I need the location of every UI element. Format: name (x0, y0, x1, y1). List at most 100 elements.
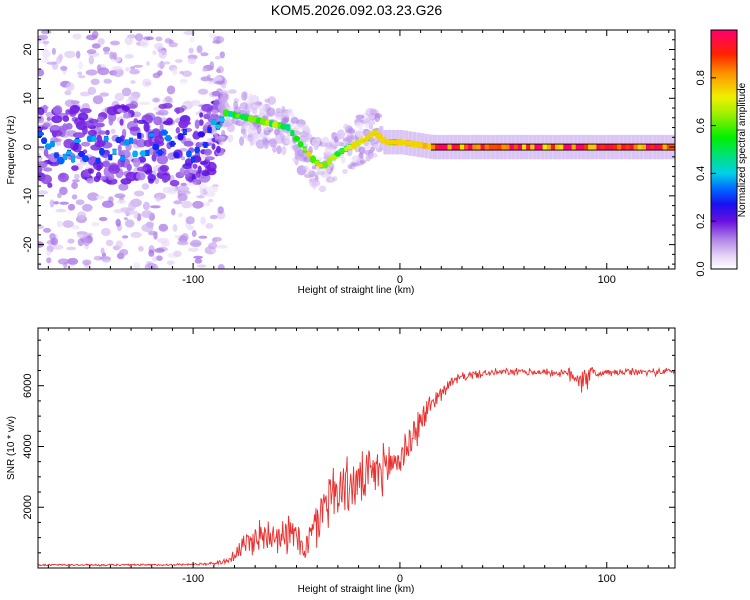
spectrogram-ridge-cell (604, 144, 610, 151)
spectrogram-ridge-cell (77, 151, 86, 157)
spectrogram-noise-cell (88, 168, 94, 174)
spectrogram-noise-cell (64, 90, 72, 96)
spectrogram-noise-cell (144, 168, 153, 175)
spectrogram-noise-cell (63, 138, 75, 149)
spectrogram-ridge-cell (435, 144, 440, 151)
spectrogram-noise-cell (71, 224, 80, 230)
spectrogram-noise-cell (96, 116, 105, 123)
spectrogram-noise-cell (206, 161, 217, 172)
spectrogram-halo-cell (364, 118, 374, 129)
spectrogram-noise-cell (199, 112, 204, 118)
spectrogram-heatmap (38, 30, 675, 269)
spectrogram-noise-cell (42, 49, 51, 59)
spectrogram-ridge-cell (637, 144, 643, 151)
spectrogram-noise-cell (209, 214, 218, 220)
spectrogram-ridge-cell (571, 144, 577, 151)
spectrogram-noise-cell (45, 111, 54, 118)
spectrogram-ridge-cell (493, 144, 498, 151)
spectrogram-noise-cell (71, 165, 79, 172)
spectrogram-noise-cell (152, 264, 159, 269)
spectrogram-noise-cell (38, 225, 45, 229)
spectrogram-noise-cell (148, 178, 155, 184)
spectrogram-noise-cell (46, 116, 51, 121)
spectrogram-ridge-cell (459, 144, 465, 151)
spectrogram-halo-cell (266, 107, 276, 117)
spectrogram-noise-cell (110, 40, 120, 46)
spectrogram-x-tick-label: -100 (182, 274, 204, 286)
spectrogram-noise-cell (78, 75, 86, 79)
spectrogram-noise-cell (57, 192, 62, 199)
spectrogram-ridge-cell (82, 155, 89, 163)
spectrogram-noise-cell (129, 68, 140, 75)
spectrogram-noise-cell (46, 250, 52, 256)
snr-plot-area (38, 328, 675, 568)
spectrogram-noise-cell (119, 118, 124, 126)
spectrogram-noise-cell (214, 80, 225, 85)
spectrogram-ridge-cell (476, 144, 481, 151)
spectrogram-ridge-cell (505, 144, 510, 151)
spectrogram-ridge-cell (302, 147, 308, 152)
spectrogram-ridge-cell (156, 150, 164, 155)
spectrogram-noise-cell (94, 140, 105, 148)
spectrogram-ridge-cell (550, 144, 556, 151)
spectrogram-noise-cell (194, 119, 200, 129)
spectrogram-noise-cell (124, 36, 133, 46)
spectrogram-ridge-cell (73, 138, 82, 144)
spectrogram-ridge-cell (326, 157, 333, 165)
spectrogram-ridge-cell (86, 135, 93, 143)
spectrogram-noise-cell (67, 238, 75, 244)
spectrogram-ridge-cell (371, 130, 379, 135)
spectrogram-noise-cell (162, 186, 173, 194)
spectrogram-ridge-cell (120, 155, 126, 161)
spectrogram-ridge-cell (338, 148, 346, 154)
spectrogram-noise-cell (164, 96, 172, 103)
spectrogram-ridge-cell (384, 139, 391, 146)
spectrogram-noise-cell (96, 64, 102, 72)
spectrogram-noise-cell (121, 87, 132, 97)
spectrogram-noise-cell (82, 125, 88, 135)
spectrogram-halo-cell (311, 138, 321, 146)
spectrogram-halo-cell (281, 146, 287, 156)
spectrogram-noise-cell (172, 67, 178, 76)
spectrogram-noise-cell (157, 61, 166, 69)
spectrogram-ridge-cell (41, 137, 48, 144)
spectrogram-noise-cell (192, 130, 199, 140)
spectrogram-noise-cell (110, 128, 116, 134)
spectrogram-noise-cell (82, 203, 93, 212)
spectrogram-halo-cell (251, 108, 258, 115)
spectrogram-noise-cell (166, 260, 175, 266)
colorbar-tick-label: 0.0 (695, 261, 707, 276)
spectrogram-halo-cell (211, 109, 219, 115)
spectrogram-ridge-cell (534, 144, 539, 151)
spectrogram-halo-cell (227, 134, 234, 143)
spectrogram-noise-cell (53, 138, 62, 142)
spectrogram-ridge-cell (395, 138, 404, 146)
spectrogram-ridge-cell (232, 111, 237, 119)
spectrogram-noise-cell (112, 68, 124, 77)
spectrogram-noise-cell (108, 117, 114, 126)
spectrogram-noise-cell (197, 165, 202, 174)
spectrogram-noise-cell (194, 258, 203, 264)
spectrogram-noise-cell (198, 235, 208, 239)
spectrogram-noise-cell (106, 106, 118, 116)
spectrogram-ridge-cell (472, 144, 477, 151)
spectrogram-halo-cell (281, 111, 290, 118)
spectrogram-noise-cell (75, 199, 85, 205)
spectrogram-noise-cell (108, 164, 120, 175)
spectrogram-noise-cell (98, 216, 108, 222)
spectrogram-noise-cell (38, 147, 47, 151)
snr-axes: -100 0 100 2000 4000 6000 (22, 328, 675, 585)
spectrogram-noise-cell (150, 205, 161, 209)
spectrogram-noise-cell (102, 160, 111, 168)
spectrogram-noise-cell (216, 145, 221, 154)
spectrogram-halo-cell (304, 133, 313, 140)
spectrogram-noise-cell (98, 130, 107, 135)
spectrogram-noise-cell (85, 69, 98, 76)
spectrogram-noise-cell (38, 34, 49, 40)
spectrogram-noise-cell (187, 57, 196, 65)
spectrogram-ridge-cell (359, 138, 366, 144)
spectrogram-ridge-cell (95, 157, 101, 165)
spectrogram-noise-cell (199, 187, 204, 196)
spectrogram-noise-cell (183, 169, 191, 177)
